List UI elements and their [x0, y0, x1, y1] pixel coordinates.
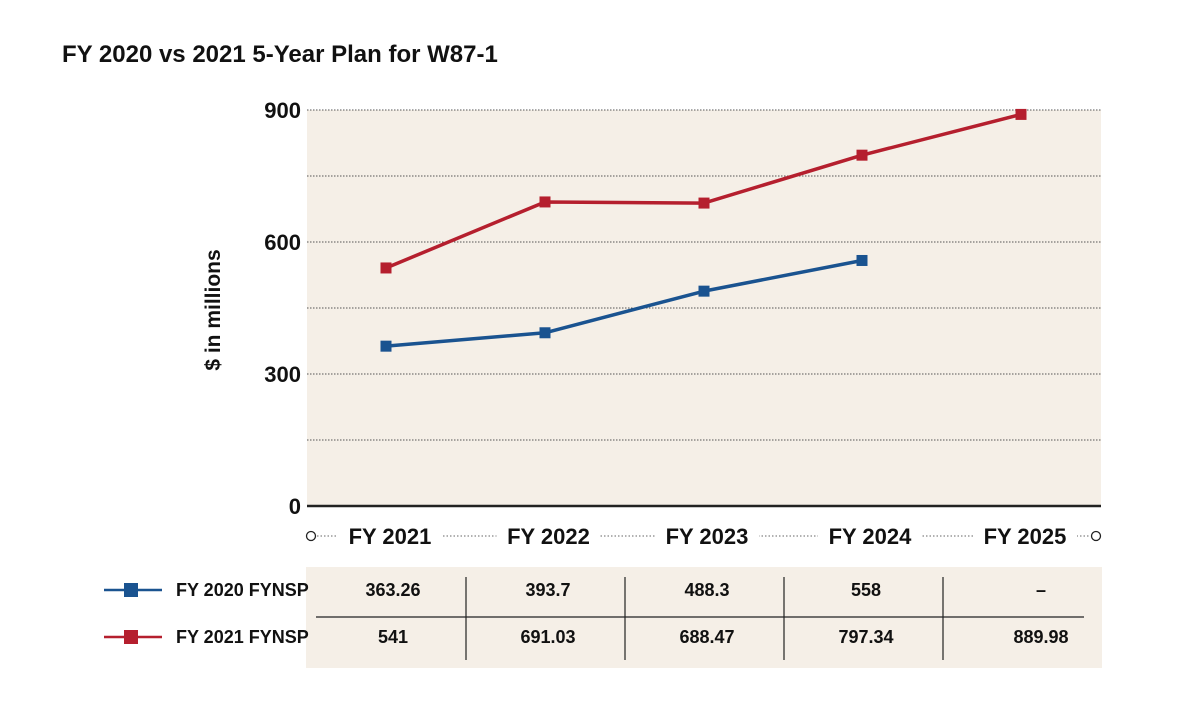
data-point	[539, 327, 551, 339]
data-point	[380, 262, 392, 274]
x-band-start-circle	[305, 530, 317, 542]
y-tick-label: 0	[289, 494, 301, 519]
data-point	[698, 285, 710, 297]
y-tick-label: 900	[264, 98, 301, 123]
data-point	[856, 149, 868, 161]
table-cell: 488.3	[684, 580, 729, 600]
table-cell: 541	[378, 627, 408, 647]
table-cell: 688.47	[679, 627, 734, 647]
data-table: FY 2020 FYNSP 363.26 393.7 488.3 558 – FY 2021…	[104, 567, 1102, 668]
series-line	[385, 258, 863, 348]
table-cell: 691.03	[520, 627, 575, 647]
table-cell: 393.7	[525, 580, 570, 600]
x-band-end-circle	[1090, 530, 1102, 542]
y-axis-title: $ in millions	[202, 249, 225, 370]
data-point	[856, 254, 868, 266]
x-tick-backing	[338, 520, 442, 552]
table-cell: 889.98	[1013, 627, 1068, 647]
x-tick-label: FY 2022	[507, 524, 590, 549]
legend-marker	[124, 630, 138, 644]
table-cell: 558	[851, 580, 881, 600]
data-point	[380, 340, 392, 352]
data-point	[539, 196, 551, 208]
x-tick-label: FY 2023	[666, 524, 749, 549]
x-tick-backing	[496, 520, 601, 552]
x-tick-backing	[655, 520, 759, 552]
table-cell: 797.34	[838, 627, 893, 647]
legend-label: FY 2020 FYNSP	[176, 580, 309, 600]
table-cell: –	[1036, 580, 1046, 600]
legend-marker	[124, 583, 138, 597]
x-tick-backing	[973, 520, 1077, 552]
data-point	[1015, 108, 1027, 120]
x-tick-label: FY 2021	[349, 524, 432, 549]
y-tick-label: 300	[264, 362, 301, 387]
y-tick-label: 600	[264, 230, 301, 255]
table-cell: 363.26	[365, 580, 420, 600]
x-tick-label: FY 2025	[984, 524, 1067, 549]
chart-title: FY 2020 vs 2021 5-Year Plan for W87-1	[62, 41, 498, 68]
x-tick-label: FY 2024	[829, 524, 913, 549]
plot-area: 0 300 600 900 FY 2021 FY 2022 FY 2023 FY 2024 FY…	[264, 98, 1102, 552]
x-tick-backing	[818, 520, 922, 552]
legend-label: FY 2021 FYNSP	[176, 627, 309, 647]
data-point	[698, 197, 710, 209]
